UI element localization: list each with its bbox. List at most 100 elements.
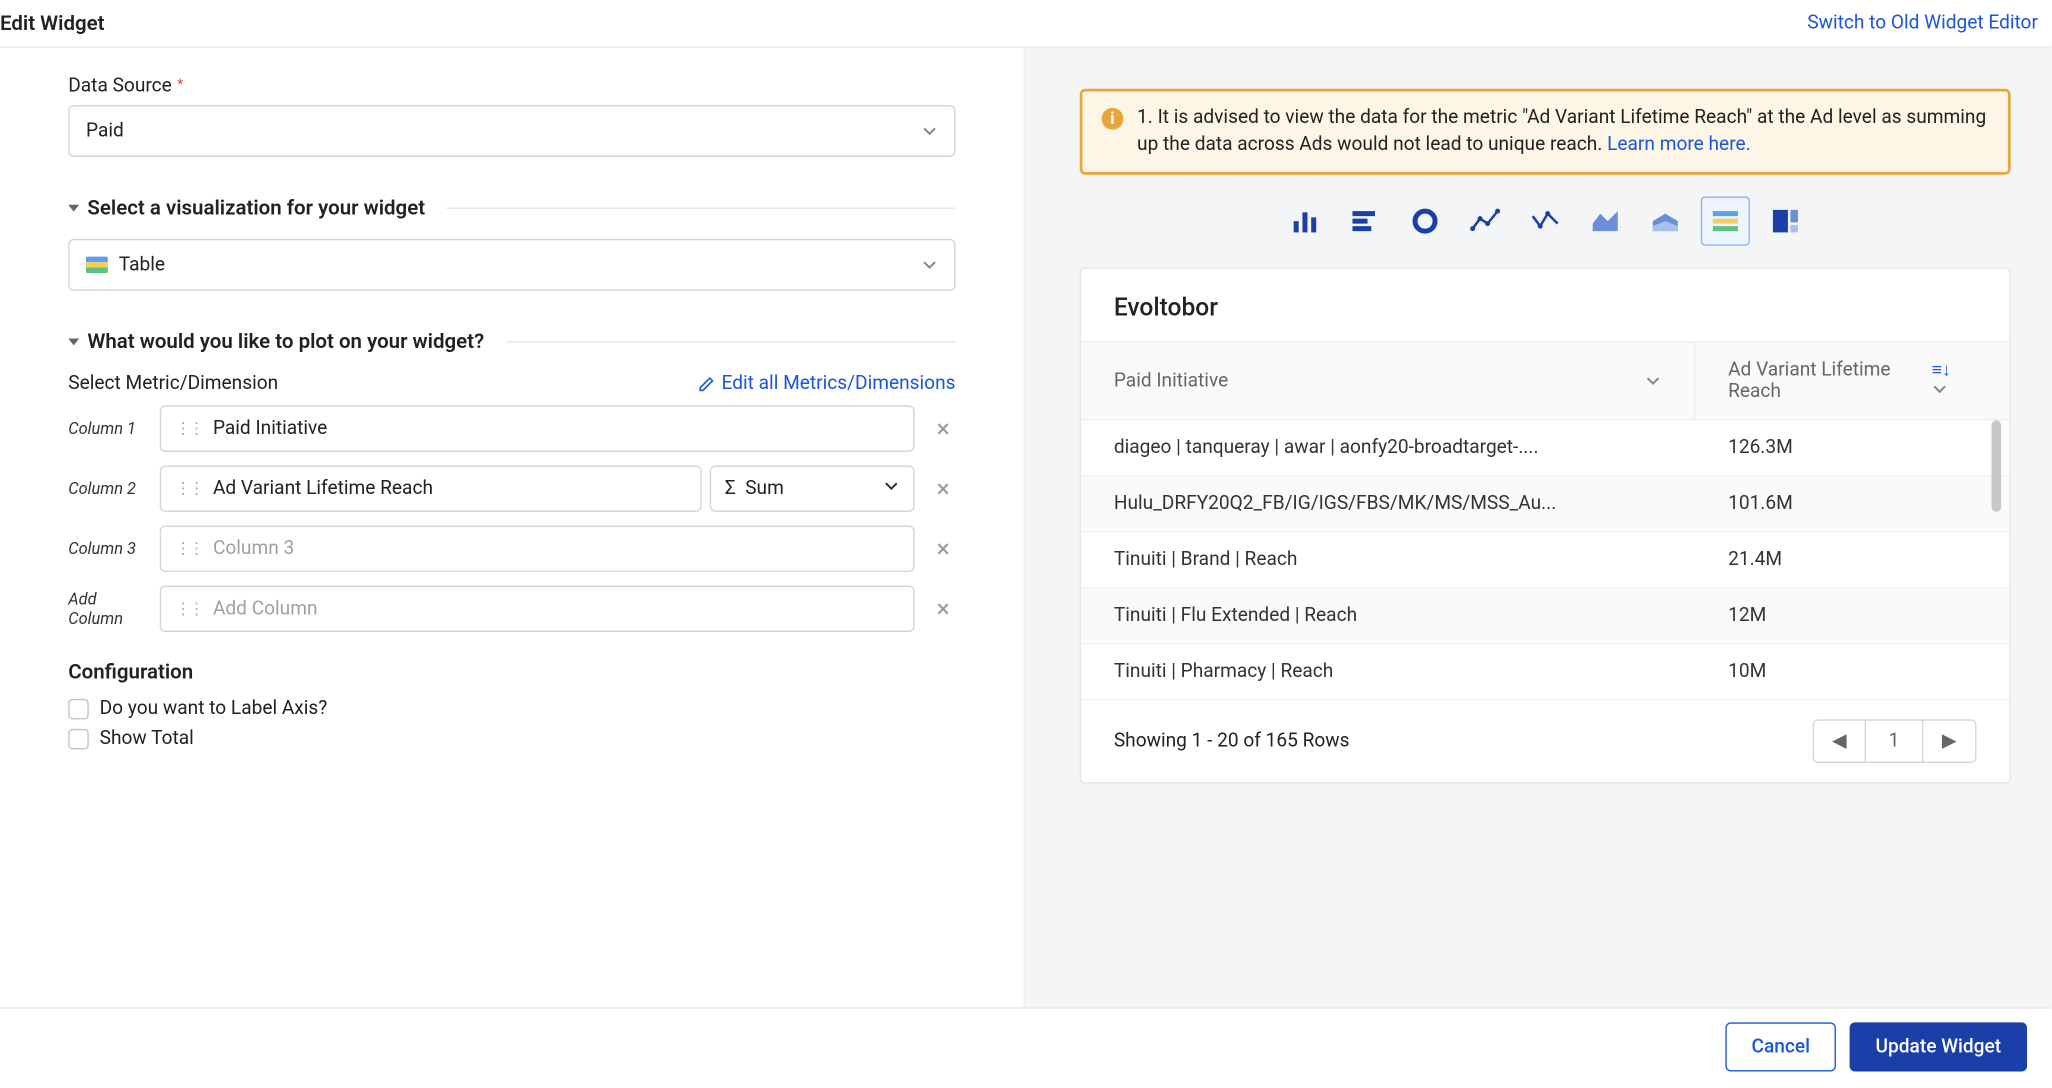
chart-type-treemap[interactable]: [1761, 197, 1810, 246]
table-row[interactable]: Tinuiti | Pharmacy | Reach10M: [1081, 645, 2009, 701]
table-icon: [1710, 206, 1740, 236]
remove-column-button[interactable]: ×: [931, 414, 956, 443]
required-star-icon: *: [177, 77, 183, 92]
row-reach: 10M: [1695, 645, 2009, 700]
edit-all-metrics-link[interactable]: Edit all Metrics/Dimensions: [697, 373, 956, 395]
column-config-row: Column 2 ⋮⋮ Ad Variant Lifetime Reach Σ Sum…: [68, 465, 955, 511]
drag-handle-icon[interactable]: ⋮⋮: [175, 419, 202, 438]
column-input[interactable]: ⋮⋮ Ad Variant Lifetime Reach: [160, 465, 702, 511]
column-config-row: Column 1 ⋮⋮ Paid Initiative ×: [68, 405, 955, 451]
chevron-down-icon: [921, 257, 937, 273]
column-input[interactable]: ⋮⋮ Paid Initiative: [160, 405, 915, 451]
treemap-icon: [1770, 206, 1800, 236]
pagination-info: Showing 1 - 20 of 165 Rows: [1114, 731, 1350, 753]
drag-handle-icon[interactable]: ⋮⋮: [175, 539, 202, 558]
column-value: Add Column: [213, 598, 318, 620]
label-axis-checkbox[interactable]: [68, 698, 88, 718]
aggregation-value: Σ Sum: [725, 478, 784, 500]
pencil-icon: [697, 374, 716, 393]
chevron-down-icon: [921, 123, 937, 139]
alert-banner: i 1. It is advised to view the data for …: [1080, 89, 2011, 175]
footer-bar: Cancel Update Widget: [0, 1007, 2052, 1085]
viz-type-value: Table: [119, 254, 165, 276]
switch-editor-link[interactable]: Switch to Old Widget Editor: [1807, 12, 2051, 34]
viz-section-label: Select a visualization for your widget: [87, 195, 425, 220]
plot-section-label: What would you like to plot on your widg…: [87, 329, 484, 354]
column-value: Ad Variant Lifetime Reach: [213, 478, 433, 500]
data-source-label: Data Source *: [68, 75, 955, 97]
chart-type-donut[interactable]: [1400, 197, 1449, 246]
drag-handle-icon[interactable]: ⋮⋮: [175, 599, 202, 618]
column-label: Column 1: [68, 419, 143, 438]
column-label: Add Column: [68, 590, 143, 628]
chart-type-line[interactable]: [1461, 197, 1510, 246]
edit-all-label: Edit all Metrics/Dimensions: [722, 373, 956, 395]
show-total-checkbox[interactable]: [68, 728, 88, 748]
chart-type-bar-chart[interactable]: [1280, 197, 1329, 246]
column-value: Paid Initiative: [213, 418, 327, 440]
page-next-button[interactable]: ▶: [1923, 721, 1975, 762]
column-label: Column 3: [68, 539, 143, 558]
data-source-label-text: Data Source: [68, 75, 172, 97]
table-row[interactable]: Tinuiti | Brand | Reach21.4M: [1081, 533, 2009, 589]
aggregation-select[interactable]: Σ Sum: [710, 465, 915, 511]
show-total-label: Show Total: [100, 728, 194, 750]
chart-type-area[interactable]: [1581, 197, 1630, 246]
bar-chart-icon: [1290, 206, 1320, 236]
alert-message: 1. It is advised to view the data for th…: [1137, 106, 1986, 155]
column-label: Column 2: [68, 479, 143, 498]
column-header-1[interactable]: Paid Initiative: [1081, 343, 1695, 419]
pagination-controls: ◀ 1 ▶: [1813, 720, 1977, 764]
column-header-2[interactable]: Ad Variant Lifetime Reach ≡↓: [1695, 343, 2009, 419]
select-metric-label: Select Metric/Dimension: [68, 373, 278, 395]
collapse-triangle-icon: [68, 338, 79, 345]
page-prev-button[interactable]: ◀: [1814, 721, 1866, 762]
table-row[interactable]: Hulu_DRFY20Q2_FB/IG/IGS/FBS/MK/MS/MSS_Au…: [1081, 477, 2009, 533]
table-row[interactable]: Tinuiti | Flu Extended | Reach12M: [1081, 589, 2009, 645]
preview-panel: i 1. It is advised to view the data for …: [1024, 48, 2052, 1008]
cancel-button[interactable]: Cancel: [1726, 1022, 1836, 1071]
table-row[interactable]: diageo | tanqueray | awar | aonfy20-broa…: [1081, 421, 2009, 477]
remove-column-button[interactable]: ×: [931, 534, 956, 563]
data-source-select[interactable]: Paid: [68, 105, 955, 157]
drag-handle-icon[interactable]: ⋮⋮: [175, 479, 202, 498]
column-value: Column 3: [213, 538, 294, 560]
chevron-down-icon: [883, 478, 899, 500]
column-config-row: Add Column ⋮⋮ Add Column ×: [68, 586, 955, 632]
viz-section-header[interactable]: Select a visualization for your widget: [68, 195, 955, 220]
viz-type-select[interactable]: Table: [68, 239, 955, 291]
chart-type-horizontal-bar[interactable]: [1340, 197, 1389, 246]
alert-text: 1. It is advised to view the data for th…: [1137, 105, 1989, 158]
row-initiative: Hulu_DRFY20Q2_FB/IG/IGS/FBS/MK/MS/MSS_Au…: [1081, 477, 1695, 532]
chart-type-toolbar: [1080, 197, 2011, 246]
row-reach: 12M: [1695, 589, 2009, 644]
learn-more-link[interactable]: Learn more here.: [1607, 133, 1751, 155]
horizontal-bar-icon: [1350, 206, 1380, 236]
pagination-bar: Showing 1 - 20 of 165 Rows ◀ 1 ▶: [1081, 701, 2009, 783]
column-input[interactable]: ⋮⋮ Column 3: [160, 526, 915, 572]
header-bar: Edit Widget Switch to Old Widget Editor: [0, 0, 2052, 48]
remove-column-button[interactable]: ×: [931, 474, 956, 503]
preview-rows: diageo | tanqueray | awar | aonfy20-broa…: [1081, 421, 2009, 701]
preview-table-header: Paid Initiative Ad Variant Lifetime Reac…: [1081, 342, 2009, 421]
config-panel: Data Source * Paid Select a visualizatio…: [0, 48, 1024, 1008]
chart-type-table[interactable]: [1701, 197, 1750, 246]
row-reach: 21.4M: [1695, 533, 2009, 588]
preview-title: Evoltobor: [1081, 269, 2009, 341]
column-input[interactable]: ⋮⋮ Add Column: [160, 586, 915, 632]
remove-column-button[interactable]: ×: [931, 594, 956, 623]
row-initiative: Tinuiti | Brand | Reach: [1081, 533, 1695, 588]
row-reach: 126.3M: [1695, 421, 2009, 476]
column-header-2-label: Ad Variant Lifetime Reach: [1728, 359, 1932, 403]
preview-card: Evoltobor Paid Initiative Ad Variant Lif…: [1080, 268, 2011, 784]
column-header-1-label: Paid Initiative: [1114, 370, 1228, 392]
sort-desc-icon[interactable]: ≡↓: [1932, 361, 1951, 381]
scrollbar-thumb[interactable]: [1992, 421, 2002, 512]
chart-type-scatter-line[interactable]: [1521, 197, 1570, 246]
page-number[interactable]: 1: [1866, 721, 1923, 762]
scatter-line-icon: [1530, 206, 1560, 236]
plot-section-header[interactable]: What would you like to plot on your widg…: [68, 329, 955, 354]
configuration-header: Configuration: [68, 659, 955, 684]
chart-type-stacked-area[interactable]: [1641, 197, 1690, 246]
update-widget-button[interactable]: Update Widget: [1850, 1022, 2027, 1071]
